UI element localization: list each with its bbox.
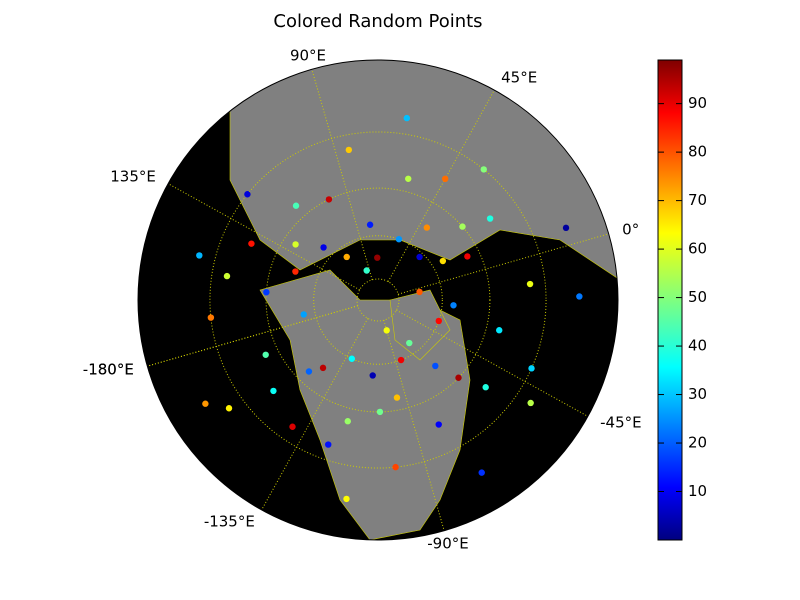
colorbar-tick-label: 70	[688, 191, 707, 209]
point	[300, 311, 307, 318]
meridian-label: 180°E	[88, 361, 134, 379]
meridian	[261, 318, 369, 511]
point	[292, 202, 300, 209]
point	[202, 400, 209, 407]
meridian-label: 45°E	[501, 68, 537, 86]
point	[480, 166, 487, 173]
point	[392, 463, 399, 471]
point	[383, 327, 390, 334]
colorbar-tick-label: 30	[688, 385, 707, 403]
point	[366, 221, 374, 228]
parallel	[356, 278, 400, 322]
point	[441, 175, 449, 183]
meridian-label: -90°E	[427, 535, 468, 553]
point	[225, 405, 233, 412]
point	[527, 399, 534, 407]
colorbar-tick-label: 20	[688, 434, 707, 452]
meridian	[387, 89, 495, 282]
point	[196, 252, 203, 259]
point	[397, 356, 405, 364]
parallel	[265, 187, 491, 413]
point	[363, 267, 370, 274]
point	[576, 293, 583, 300]
point	[292, 241, 299, 248]
point	[528, 365, 535, 372]
point	[376, 408, 384, 416]
point	[270, 387, 277, 395]
point	[369, 372, 376, 379]
map-boundary	[137, 59, 619, 541]
meridian-label: -135°E	[204, 513, 255, 531]
point	[223, 272, 231, 280]
point	[305, 368, 313, 375]
point	[244, 191, 251, 198]
point	[526, 280, 534, 288]
point	[435, 421, 442, 428]
point	[439, 257, 447, 265]
meridian-label: -45°E	[600, 414, 641, 432]
point	[459, 223, 466, 230]
point	[405, 175, 412, 182]
point	[344, 418, 351, 425]
point	[292, 268, 299, 275]
point	[464, 253, 471, 260]
point	[423, 224, 431, 231]
meridian	[311, 69, 373, 280]
point	[343, 495, 350, 503]
meridian	[383, 320, 445, 531]
point	[289, 423, 296, 430]
meridian	[167, 183, 360, 291]
meridian-label: 135°E	[110, 167, 156, 185]
colorbar-tick-label: 80	[688, 143, 707, 161]
greenland	[389, 289, 451, 361]
parallel	[313, 235, 443, 365]
point	[435, 317, 443, 325]
meridian-label: -180°E	[83, 361, 134, 379]
meridian	[398, 233, 609, 295]
point	[395, 235, 403, 243]
point	[406, 339, 413, 347]
point	[416, 288, 423, 296]
meridian	[396, 309, 589, 417]
meridian	[147, 305, 358, 367]
point	[393, 394, 401, 401]
point	[455, 374, 462, 381]
point	[450, 302, 457, 309]
point	[320, 244, 327, 251]
colorbar-tick-label: 60	[688, 240, 707, 258]
colorbar-tick-label: 50	[688, 288, 707, 306]
point	[374, 254, 381, 261]
point	[262, 351, 269, 358]
point	[325, 196, 333, 203]
point	[482, 384, 489, 391]
point	[432, 362, 439, 370]
meridian-label: 0°	[622, 220, 639, 238]
point	[496, 327, 503, 334]
point	[478, 469, 485, 476]
point	[403, 114, 411, 122]
colorbar-tick-label: 40	[688, 337, 707, 355]
point	[325, 441, 332, 448]
point	[345, 146, 353, 154]
colorbar-tick-label: 10	[688, 482, 707, 500]
point	[319, 364, 327, 372]
colorbar-tick-label: 90	[688, 94, 707, 112]
point	[562, 224, 570, 232]
chart-title: Colored Random Points	[273, 11, 482, 32]
map	[138, 60, 618, 540]
point	[343, 253, 350, 261]
meridian-label: 90°E	[290, 46, 326, 64]
point	[248, 240, 255, 247]
point	[486, 215, 494, 222]
point	[207, 314, 215, 321]
point	[263, 288, 270, 296]
colorbar	[657, 59, 683, 541]
parallel	[209, 131, 547, 469]
point	[348, 355, 356, 362]
point	[416, 253, 423, 261]
